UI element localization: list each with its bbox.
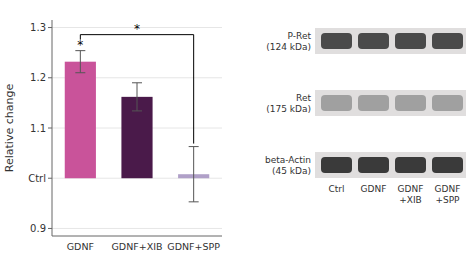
blot-lane-label: GDNF: [361, 184, 387, 194]
text-line: (124 kDa): [266, 42, 311, 52]
blot-band: [432, 157, 463, 173]
text-line: GDNF: [398, 184, 424, 194]
text-line: GDNF: [361, 184, 387, 194]
blot-band: [395, 157, 426, 173]
text-line: GDNF: [435, 184, 461, 194]
blot-band: [358, 33, 389, 49]
bracket-leg: [193, 35, 194, 144]
blot-band: [432, 33, 463, 49]
text-line: +SPP: [435, 195, 460, 205]
tick-label: 0.9: [30, 223, 46, 234]
error-bar: [189, 147, 199, 202]
text-line: P-Ret: [288, 31, 312, 41]
annotations: **: [77, 22, 193, 144]
blot-lane-label: GDNF+XIB: [398, 184, 424, 205]
text-line: (45 kDa): [272, 166, 311, 176]
error-bar: [75, 51, 85, 73]
text-line: Ctrl: [328, 184, 344, 194]
blot-band: [321, 157, 352, 173]
blot-lane-label: GDNF+SPP: [435, 184, 461, 205]
tick-label: 1.3: [30, 22, 46, 33]
blot-background: [315, 152, 466, 178]
blot-band: [395, 33, 426, 49]
y-axis: 0.9 Ctrl 1.1 1.2 1.3: [28, 20, 222, 236]
blot-band: [432, 95, 463, 111]
x-tick-label: GDNF: [67, 241, 94, 252]
tick-mark: [48, 178, 52, 179]
blot-background: [315, 90, 466, 116]
significance-star: *: [77, 38, 83, 52]
tick-label: Ctrl: [28, 173, 46, 184]
error-cap: [132, 82, 142, 83]
blot-band: [395, 95, 426, 111]
blot-band: [321, 33, 352, 49]
x-tick-label: GDNF+SPP: [167, 241, 220, 252]
tick-mark: [48, 27, 52, 28]
text-line: (175 kDa): [266, 104, 311, 114]
x-axis-line: [52, 236, 222, 237]
blot-band: [321, 95, 352, 111]
blot-row-label: beta-Actin(45 kDa): [265, 155, 311, 176]
error-cap: [189, 201, 199, 202]
tick-label: 1.1: [30, 123, 46, 134]
tick-label: 1.2: [30, 72, 46, 83]
text-line: +XIB: [399, 195, 422, 205]
blot-row-label: Ret(175 kDa): [266, 93, 311, 114]
blot-band: [358, 157, 389, 173]
blot-background: [315, 28, 466, 54]
tick-mark: [48, 77, 52, 78]
significance-bracket: [80, 35, 193, 144]
x-tick-label: GDNF+XIB: [111, 241, 162, 252]
error-line: [193, 147, 194, 202]
error-cap: [75, 72, 85, 73]
blot-lane-label: Ctrl: [328, 184, 344, 194]
text-line: beta-Actin: [265, 155, 311, 165]
y-axis-label: Relative change: [3, 84, 16, 173]
bars: [65, 51, 210, 202]
blot-band: [358, 95, 389, 111]
tick-mark: [48, 228, 52, 229]
blot-row-label: P-Ret(124 kDa): [266, 31, 311, 52]
bracket-leg: [80, 35, 81, 40]
bar: [65, 62, 96, 179]
y-axis-line: [52, 20, 53, 236]
chart: 0.9Ctrl1.11.21.3Relative changeGDNFGDNF+…: [0, 0, 474, 279]
error-line: [137, 83, 138, 111]
error-cap: [189, 146, 199, 147]
tick-mark: [48, 128, 52, 129]
western-blot: P-Ret(124 kDa) Ret(175 kDa) beta-Actin(45 …: [265, 28, 466, 205]
error-cap: [132, 110, 142, 111]
grid-line: [52, 228, 222, 229]
error-line: [80, 51, 81, 73]
significance-star: *: [134, 22, 140, 36]
text-line: Ret: [296, 93, 311, 103]
error-bar: [132, 83, 142, 111]
